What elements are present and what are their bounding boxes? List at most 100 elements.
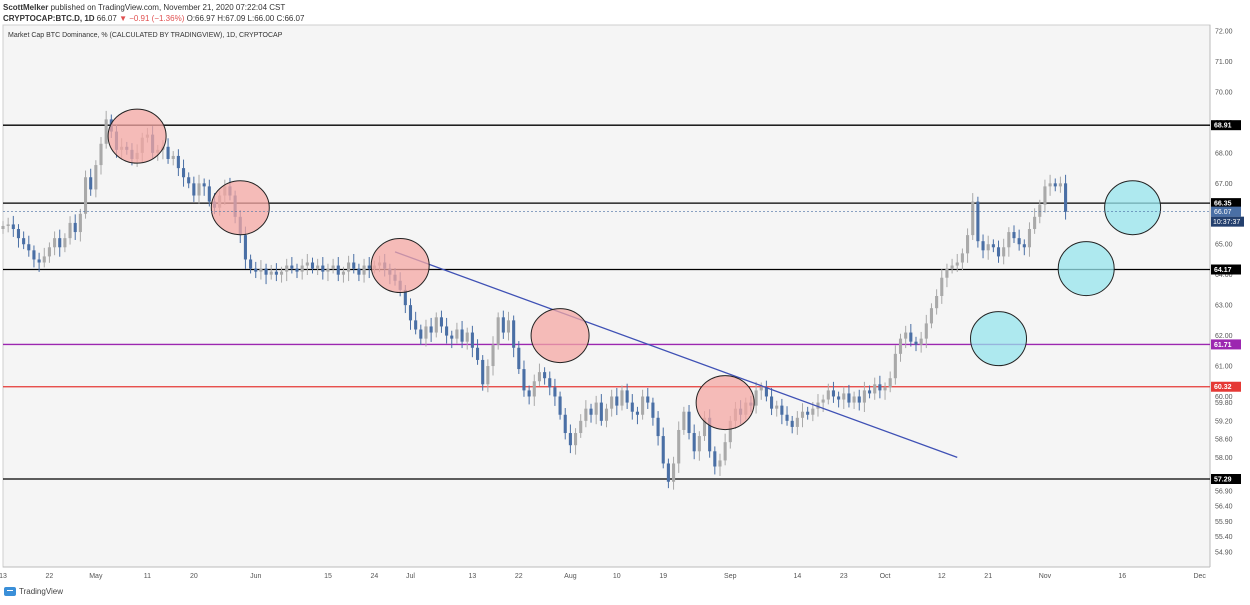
y-tick-label: 58.00 (1215, 455, 1233, 462)
y-tick-label: 67.00 (1215, 181, 1233, 188)
candle-body (651, 402, 655, 418)
candle-body (316, 265, 320, 269)
candle-body (336, 265, 340, 275)
resistance-circle (107, 108, 167, 164)
candle-body (501, 317, 505, 333)
candle-body (249, 259, 253, 269)
candle-body (1017, 238, 1021, 245)
x-tick-label: 11 (144, 573, 151, 580)
x-tick-label: 20 (190, 573, 198, 580)
level-price-label: 64.17 (1214, 267, 1232, 274)
candle-body (506, 320, 511, 333)
candle-body (785, 414, 789, 421)
candle-body (919, 338, 923, 345)
candle-body (321, 265, 325, 272)
candle-body (1043, 186, 1047, 205)
candle-body (104, 119, 108, 144)
candle-body (295, 268, 299, 272)
footer: TradingView (4, 587, 63, 596)
candle-body (940, 277, 944, 296)
resistance-circle (210, 180, 270, 236)
candle-body (553, 387, 557, 397)
candle-body (826, 390, 830, 400)
candle-body (63, 238, 67, 248)
y-tick-label: 70.00 (1215, 89, 1233, 96)
y-tick-label: 59.80 (1215, 400, 1233, 407)
candle-body (708, 417, 712, 452)
candle-body (883, 387, 887, 391)
candle-body (764, 387, 768, 397)
level-price-label: 66.35 (1214, 201, 1232, 208)
x-tick-label: 22 (515, 573, 523, 580)
y-tick-label: 54.90 (1215, 549, 1233, 556)
candle-body (641, 396, 645, 415)
x-tick-label: Sep (724, 573, 737, 580)
tradingview-logo-icon (4, 587, 16, 596)
resistance-circle (370, 238, 430, 294)
candle-body (1033, 216, 1037, 230)
candle-body (481, 359, 485, 385)
x-tick-label: May (89, 573, 103, 580)
y-tick-label: 71.00 (1215, 59, 1233, 66)
level-price-tag (1211, 264, 1241, 275)
x-tick-label: 13 (0, 573, 7, 580)
candle-body (868, 390, 872, 394)
candle-body (455, 329, 459, 339)
x-tick-label: 13 (468, 573, 476, 580)
candle-body (991, 244, 995, 248)
candle-body (1038, 204, 1042, 217)
candle-body (1048, 183, 1052, 187)
symbol-line: CRYPTOCAP:BTC.D, 1D 66.07 ▼ −0.91 (−1.36… (3, 14, 304, 24)
candle-body (589, 408, 593, 415)
candle-body (888, 378, 892, 388)
candle-body (821, 399, 825, 403)
candle-body (83, 177, 88, 214)
candle-body (166, 146, 170, 159)
candle-body (362, 265, 366, 275)
candle-body (1058, 183, 1062, 187)
candle-body (775, 405, 779, 409)
candle-body (723, 442, 727, 461)
candle-body (955, 262, 959, 266)
x-tick-label: Nov (1039, 573, 1052, 580)
candle-body (862, 390, 866, 403)
candle-body (176, 155, 180, 169)
symbol-name[interactable]: CRYPTOCAP:BTC.D, 1D (3, 14, 95, 23)
candle-body (259, 268, 263, 272)
candle-body (687, 411, 691, 434)
author-name[interactable]: ScottMelker (3, 3, 49, 12)
candle-body (837, 396, 841, 400)
candle-body (996, 247, 1001, 257)
candle-body (450, 335, 454, 339)
footer-brand[interactable]: TradingView (19, 587, 64, 596)
level-price-label: 61.71 (1214, 342, 1232, 349)
countdown-label: 10:37:37 (1213, 219, 1240, 226)
x-tick-label: 10 (613, 573, 621, 580)
candle-body (635, 411, 639, 415)
candle-body (816, 402, 820, 409)
candle-body (274, 271, 278, 275)
candle-body (486, 366, 490, 385)
candle-body (32, 250, 36, 260)
candle-body (795, 417, 799, 427)
candle-body (512, 320, 516, 348)
plot-area (2, 24, 1211, 568)
candle-body (893, 353, 897, 379)
x-tick-label: 22 (46, 573, 54, 580)
candle-body (831, 390, 836, 397)
change-value: ▼ −0.91 (−1.36%) (119, 14, 185, 23)
support-circle (1057, 241, 1115, 297)
candle-body (666, 463, 670, 482)
candle-body (414, 320, 418, 330)
candle-body (331, 265, 335, 269)
candle-body (207, 186, 211, 202)
candle-body (914, 341, 918, 345)
candle-body (522, 369, 526, 391)
candle-body (439, 317, 443, 327)
candle-body (615, 396, 619, 406)
candle-body (68, 222, 72, 239)
candle-body (290, 265, 294, 269)
candle-body (682, 411, 686, 430)
candle-body (326, 268, 330, 272)
